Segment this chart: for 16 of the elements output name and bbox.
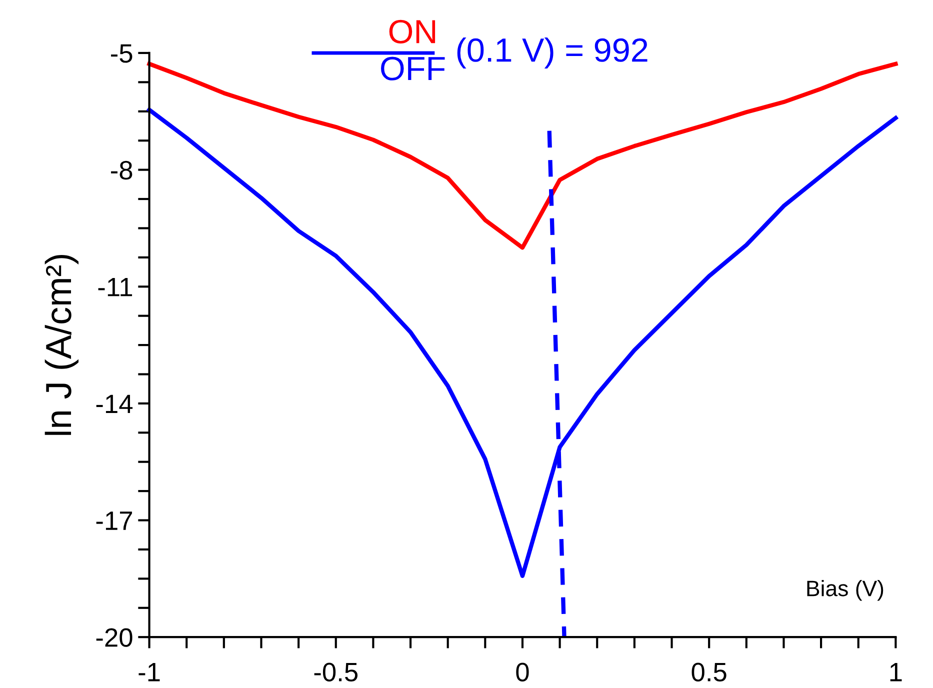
x-tick-label: 0: [516, 662, 529, 682]
annotation: (0.1 V) = 992: [457, 37, 648, 68]
y-tick-label: -14: [96, 394, 133, 414]
x-tick-label: -1: [138, 663, 160, 682]
x-tick-label: 0.5: [692, 662, 726, 682]
y-tick-label: -5: [111, 44, 132, 63]
y-tick-label: -11: [98, 278, 132, 296]
text: ON: [389, 20, 436, 44]
x-tick-label: -0.5: [314, 662, 358, 682]
x-axis-title: Bias (V): [807, 580, 884, 601]
y-tick-label: -8: [111, 160, 132, 180]
y-tick-label: -20: [96, 628, 132, 647]
y-axis-title: ln J (A/cm²): [44, 254, 78, 435]
y-tick-label: -17: [96, 512, 132, 530]
x-tick-label: 1: [890, 663, 902, 682]
annotation: OFF: [381, 56, 445, 80]
